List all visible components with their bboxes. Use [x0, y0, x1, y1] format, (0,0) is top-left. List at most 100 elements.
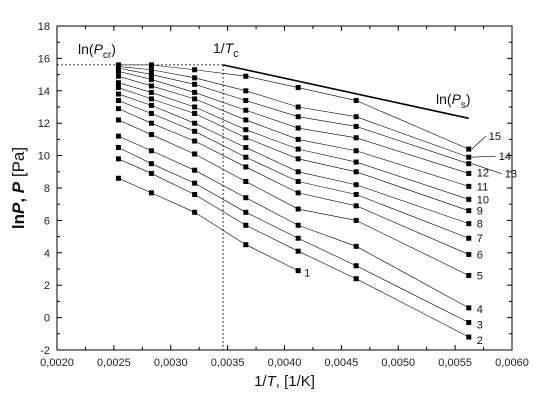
data-point: [192, 89, 198, 95]
x-axis-title: 1/T, [1/K]: [254, 373, 315, 390]
data-point: [295, 190, 301, 196]
data-point: [115, 80, 121, 86]
series-label-11: 11: [477, 181, 488, 193]
series-label-2: 2: [477, 335, 483, 347]
data-point: [243, 73, 249, 79]
data-point: [148, 148, 154, 154]
data-point: [243, 117, 249, 123]
series-line-9: [118, 87, 469, 211]
y-axis-title: lnP, P [Pa]: [9, 147, 28, 229]
data-point: [115, 85, 121, 91]
y-tick-label: -2: [40, 345, 50, 357]
data-point: [466, 170, 472, 176]
series-label-15: 15: [489, 131, 501, 143]
y-tick-label: 6: [44, 215, 50, 227]
data-point: [353, 182, 359, 188]
series-line-2: [118, 158, 469, 338]
data-point: [192, 209, 198, 215]
y-tick-label: 18: [38, 21, 50, 33]
data-point: [115, 91, 121, 97]
data-point: [148, 76, 154, 82]
data-point: [148, 96, 154, 102]
x-tick-label: 0,0060: [495, 357, 529, 369]
data-point: [353, 159, 359, 165]
data-point: [466, 235, 472, 241]
series-5: 5: [115, 117, 483, 282]
label-inv-tc: 1/Tc: [213, 40, 239, 60]
y-tick-label: 14: [38, 86, 50, 98]
data-point: [295, 206, 301, 212]
series-label-1: 1: [304, 268, 310, 280]
x-tick-label: 0,0050: [381, 357, 415, 369]
series-leader-13: [471, 163, 502, 174]
data-point: [353, 123, 359, 129]
data-point: [295, 268, 301, 274]
series-14: 14: [115, 64, 511, 163]
data-point: [243, 145, 249, 150]
series-label-8: 8: [477, 219, 483, 231]
data-point: [192, 191, 198, 197]
data-point: [466, 196, 472, 202]
series-label-3: 3: [477, 319, 483, 331]
data-point: [115, 117, 121, 123]
series-8: 8: [115, 91, 483, 231]
plot-frame: [56, 25, 513, 351]
data-point: [353, 191, 359, 197]
data-point: [192, 110, 198, 116]
data-point: [243, 164, 249, 170]
data-point: [148, 83, 154, 89]
data-point: [192, 81, 198, 87]
series-1: 1: [115, 175, 310, 280]
data-point: [115, 175, 121, 181]
data-point: [295, 136, 301, 142]
series-7: 7: [115, 98, 483, 245]
data-point: [148, 132, 154, 138]
data-point: [243, 179, 249, 185]
data-point: [148, 102, 154, 108]
data-point: [148, 89, 154, 95]
data-point: [243, 195, 249, 201]
data-point: [466, 305, 472, 311]
data-point: [115, 156, 121, 162]
data-point: [148, 62, 154, 68]
series-4: 4: [115, 133, 483, 316]
data-point: [295, 179, 301, 185]
y-tick-label: 10: [38, 151, 50, 163]
data-point: [192, 104, 198, 110]
data-point: [243, 135, 249, 141]
series-label-9: 9: [477, 206, 483, 218]
series-line-13: [118, 67, 469, 164]
data-point: [192, 120, 198, 126]
data-point: [192, 75, 198, 81]
data-point: [466, 183, 472, 189]
data-point: [295, 222, 301, 228]
data-point: [353, 98, 359, 104]
series-9: 9: [115, 85, 483, 218]
series-label-6: 6: [477, 249, 483, 261]
data-point: [295, 248, 301, 254]
series-15: 15: [115, 62, 501, 152]
x-tick-label: 0,0035: [211, 357, 245, 369]
series-line-8: [118, 93, 469, 224]
data-point: [466, 154, 472, 160]
data-point: [466, 221, 472, 227]
y-tick-label: 4: [44, 248, 50, 260]
series-6: 6: [115, 106, 483, 261]
data-point: [243, 98, 249, 104]
data-point: [295, 235, 301, 241]
data-point: [243, 154, 249, 160]
data-point: [295, 114, 301, 120]
data-point: [243, 242, 249, 248]
data-point: [353, 243, 359, 249]
series-line-3: [118, 147, 469, 323]
data-point: [466, 251, 472, 257]
x-tick-label: 0,0025: [97, 357, 131, 369]
data-point: [295, 104, 301, 110]
data-point: [243, 222, 249, 228]
x-tick-label: 0,0045: [325, 357, 359, 369]
data-point: [466, 208, 472, 214]
data-point: [115, 62, 121, 68]
data-point: [353, 217, 359, 223]
